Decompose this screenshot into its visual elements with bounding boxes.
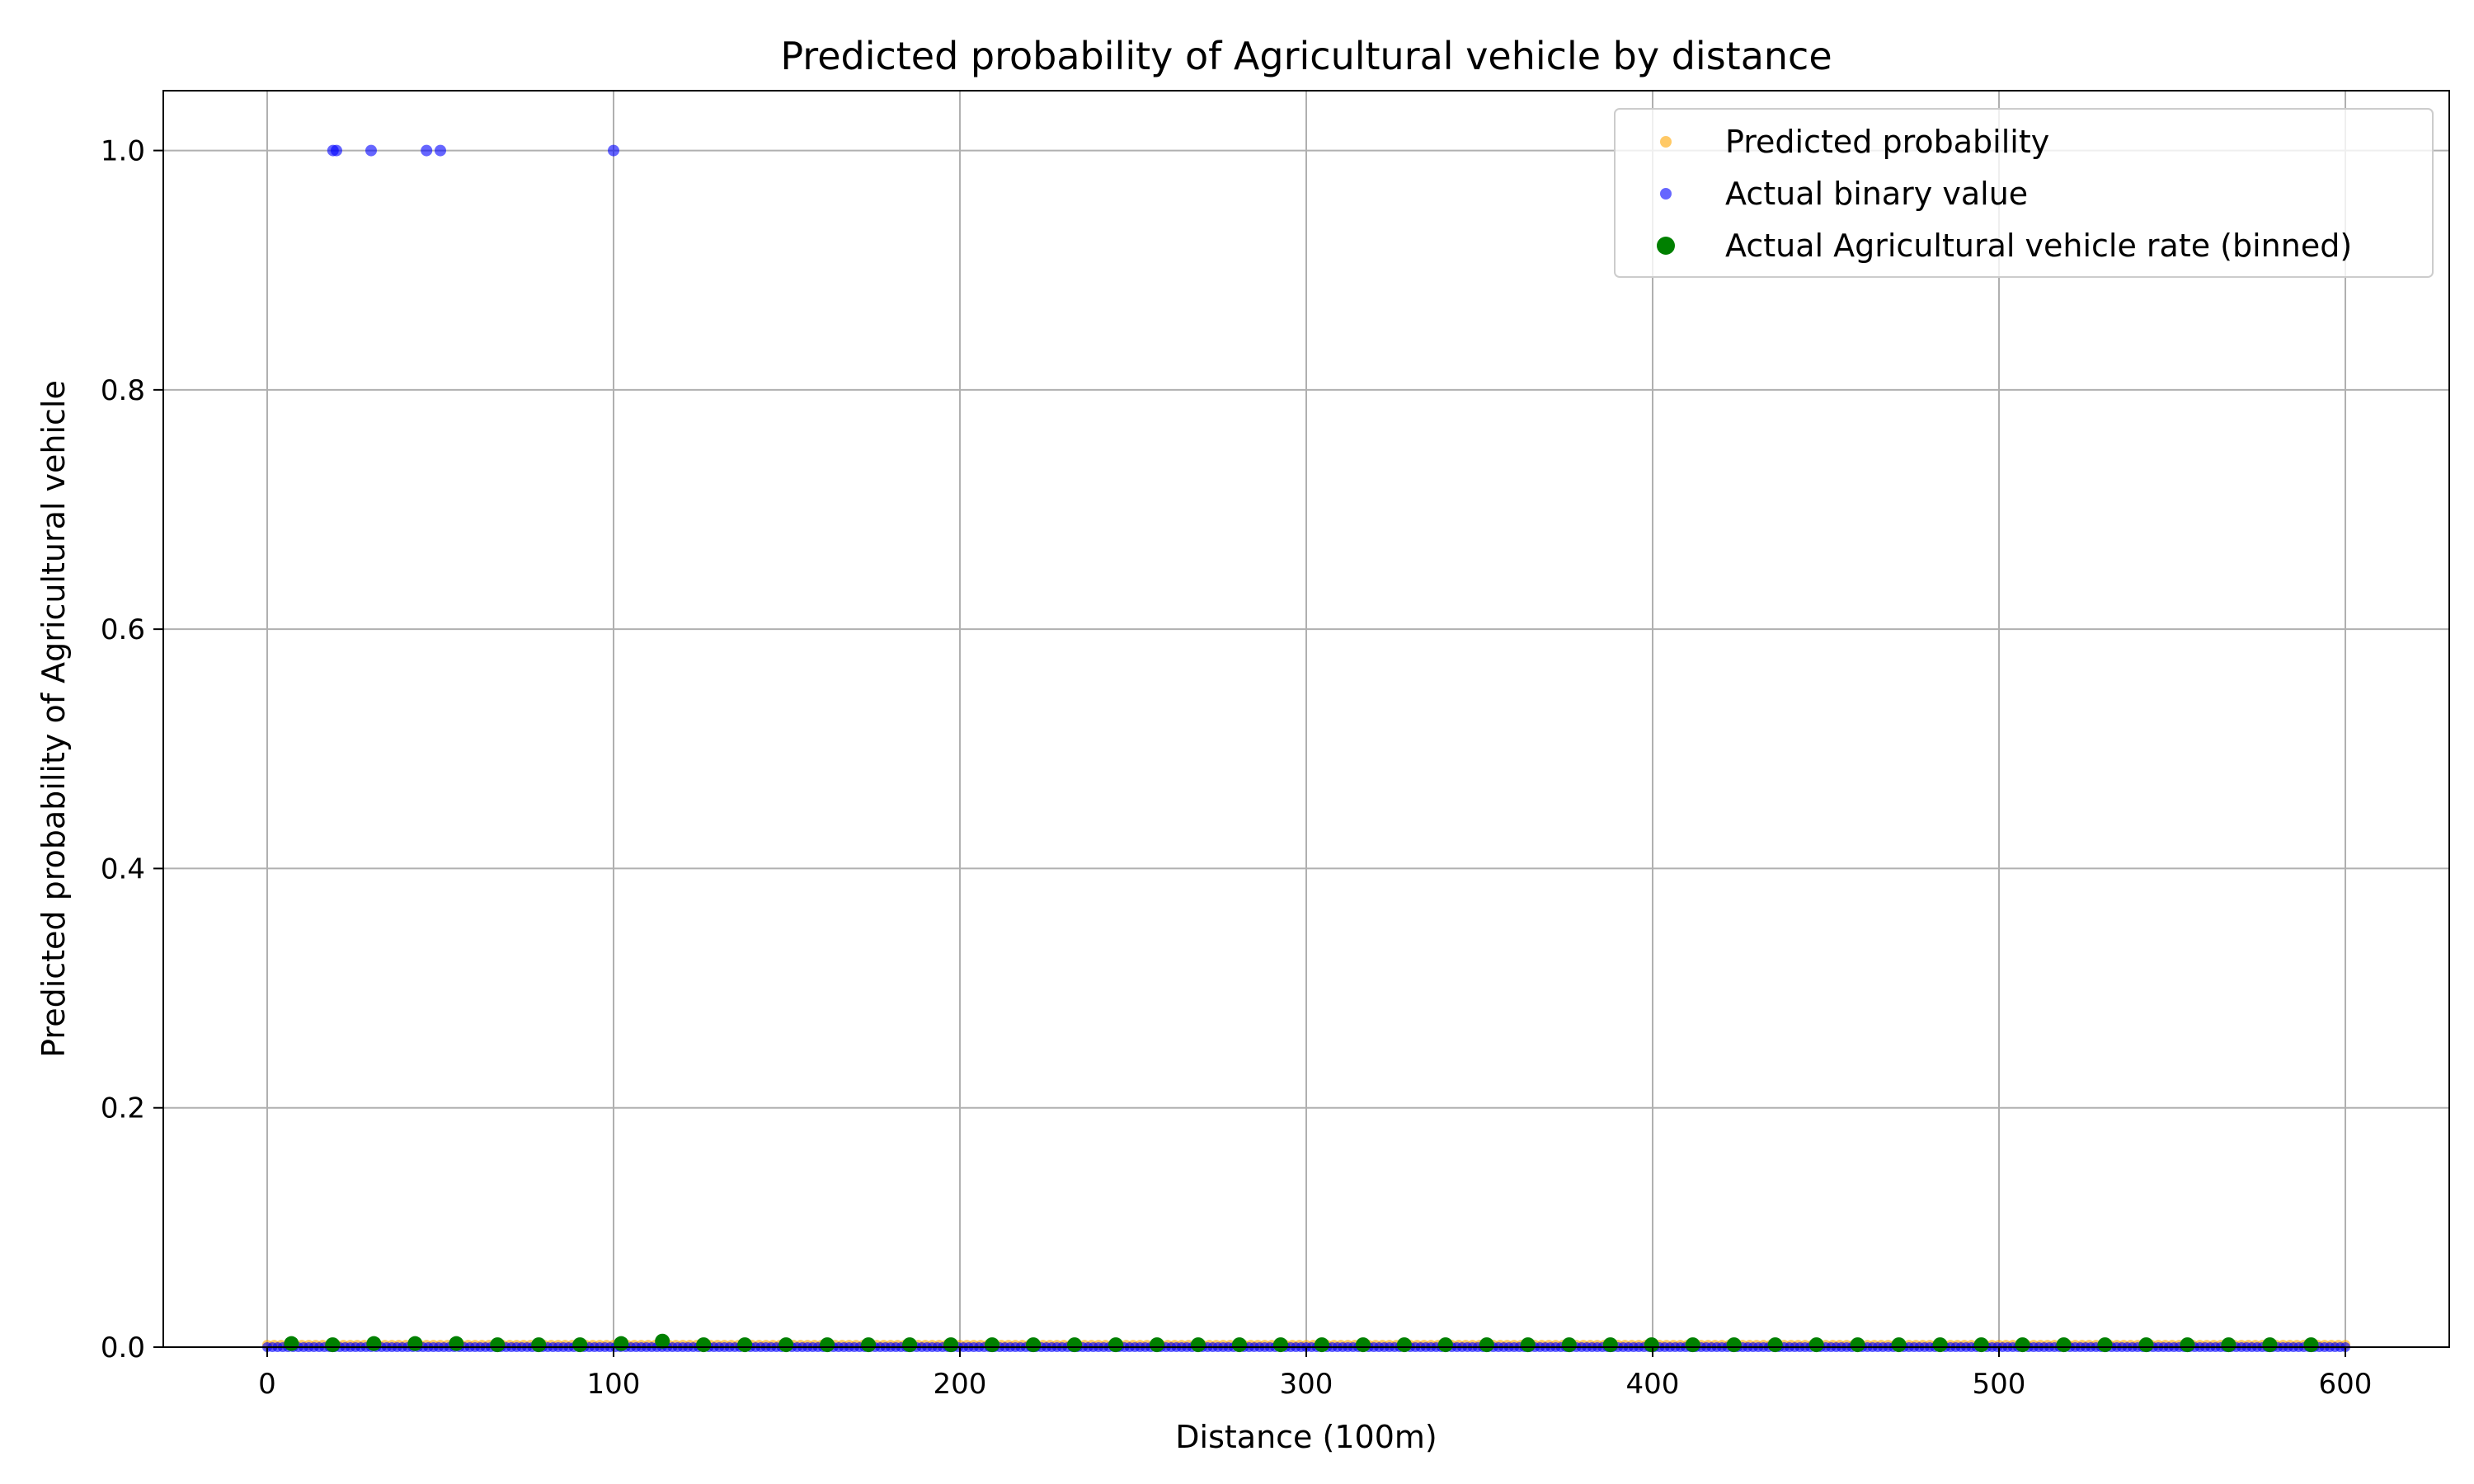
binned-rate-point <box>985 1337 1000 1353</box>
binned-rate-point <box>1891 1337 1907 1353</box>
binned-rate-point <box>284 1336 299 1351</box>
legend-marker-actual-binary-value <box>1660 188 1672 200</box>
x-tick-label: 0 <box>258 1368 276 1401</box>
legend-marker-predicted-probability <box>1660 136 1672 148</box>
binned-rate-point <box>325 1337 341 1353</box>
binned-rate-point <box>1314 1337 1329 1353</box>
x-tick-label: 200 <box>934 1368 987 1401</box>
legend-label-binned-rate: Actual Agricultural vehicle rate (binned… <box>1725 228 2352 264</box>
binned-rate-point <box>490 1337 506 1353</box>
binned-rate-point <box>1932 1337 1948 1353</box>
y-tick-label: 1.0 <box>101 135 145 168</box>
binned-rate-point <box>1644 1337 1659 1353</box>
binned-rate-point <box>1108 1337 1123 1353</box>
x-axis-ticks: 0 100 200 300 400 500 600 <box>258 1347 2372 1401</box>
legend: Predicted probability Actual binary valu… <box>1614 108 2434 278</box>
binned-rate-point <box>614 1336 629 1351</box>
binned-rate-point <box>778 1337 794 1353</box>
binned-rate-point <box>2262 1337 2278 1353</box>
binned-rate-point <box>1726 1337 1742 1353</box>
x-tick-label: 600 <box>2319 1368 2373 1401</box>
binned-rate-point <box>2056 1337 2072 1353</box>
y-axis-ticks: 0.0 0.2 0.4 0.6 0.8 1.0 <box>101 135 163 1364</box>
legend-box <box>1614 108 2434 278</box>
binned-rate-point <box>1685 1337 1700 1353</box>
binned-rate-point <box>1602 1337 1618 1353</box>
actual-point-one <box>435 144 446 157</box>
y-tick-label: 0.6 <box>101 613 145 646</box>
binned-rate-point <box>861 1337 877 1353</box>
x-tick-label: 300 <box>1280 1368 1333 1401</box>
binned-rate-point <box>531 1337 547 1353</box>
y-tick-label: 0.0 <box>101 1331 145 1364</box>
actual-point-one <box>331 144 342 157</box>
binned-rate-point <box>820 1337 835 1353</box>
y-tick-label: 0.8 <box>101 374 145 407</box>
binned-rate-point <box>943 1337 959 1353</box>
binned-rate-point <box>1355 1337 1371 1353</box>
binned-rate-point <box>2097 1337 2113 1353</box>
binned-rate-point <box>2221 1337 2236 1353</box>
x-axis-label: Distance (100m) <box>1175 1419 1437 1455</box>
legend-label-predicted-probability: Predicted probability <box>1725 124 2049 160</box>
binned-rate-point <box>407 1336 423 1351</box>
binned-rate-point <box>1231 1337 1247 1353</box>
actual-point-one <box>365 144 377 157</box>
binned-rate-point <box>1067 1337 1083 1353</box>
binned-rate-point <box>1561 1337 1577 1353</box>
binned-rate-point <box>1396 1337 1412 1353</box>
binned-rate-point <box>1808 1337 1824 1353</box>
y-tick-label: 0.2 <box>101 1092 145 1125</box>
y-axis-label: Predicted probability of Agricultural ve… <box>35 380 72 1058</box>
binned-rate-point <box>2015 1337 2030 1353</box>
binned-rate-point <box>655 1333 670 1349</box>
binned-rate-point <box>2138 1337 2154 1353</box>
binned-rate-point <box>449 1336 464 1351</box>
binned-rate-point <box>2303 1337 2319 1353</box>
y-tick-label: 0.4 <box>101 852 145 885</box>
actual-point-one <box>421 144 433 157</box>
chart-title: Predicted probability of Agricultural ve… <box>780 34 1832 78</box>
binned-rate-point <box>1479 1337 1494 1353</box>
binned-rate-point <box>1026 1337 1042 1353</box>
binned-rate-point <box>1973 1337 1989 1353</box>
binned-rate-point <box>1437 1337 1453 1353</box>
x-tick-label: 400 <box>1626 1368 1680 1401</box>
x-tick-label: 100 <box>587 1368 641 1401</box>
binned-rate-point <box>1520 1337 1536 1353</box>
binned-rate-point <box>1272 1337 1288 1353</box>
binned-rate-point <box>696 1337 712 1353</box>
binned-rate-point <box>1149 1337 1164 1353</box>
binned-rate-point <box>1190 1337 1206 1353</box>
binned-rate-point <box>737 1337 753 1353</box>
binned-rate-point <box>1850 1337 1865 1353</box>
binned-rate-point <box>572 1337 588 1353</box>
legend-marker-binned-rate <box>1657 237 1675 255</box>
actual-point-one <box>608 144 619 157</box>
binned-rate-point <box>2180 1337 2195 1353</box>
x-tick-label: 500 <box>1973 1368 2026 1401</box>
binned-rate-point <box>1767 1337 1783 1353</box>
binned-rate-point <box>366 1336 382 1351</box>
binned-rate-point <box>902 1337 918 1353</box>
legend-label-actual-binary-value: Actual binary value <box>1725 176 2028 212</box>
